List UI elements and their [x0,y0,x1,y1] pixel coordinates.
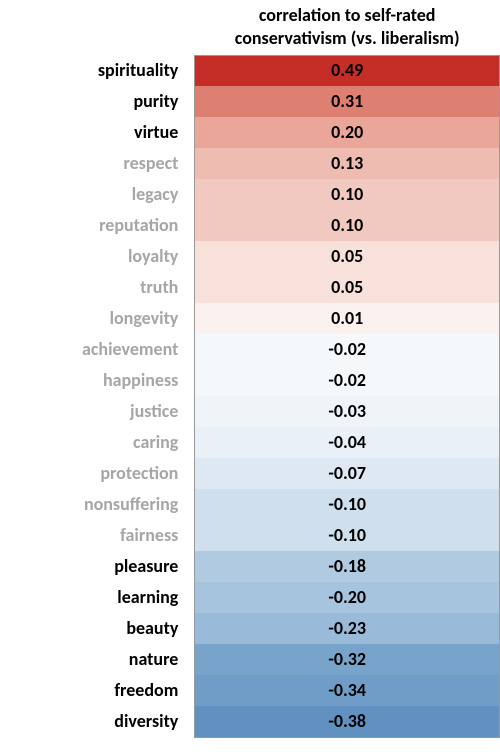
header-line1: correlation to self-rated [203,4,492,27]
header-empty-cell [0,0,195,55]
table-row: spirituality0.49 [0,55,500,86]
row-value: 0.49 [195,55,500,86]
row-value: -0.32 [195,644,500,675]
row-value: -0.02 [195,365,500,396]
row-value: -0.03 [195,396,500,427]
row-label: virtue [0,117,195,148]
table-row: diversity-0.38 [0,706,500,737]
row-value: -0.07 [195,458,500,489]
row-label: purity [0,86,195,117]
table-row: loyalty0.05 [0,241,500,272]
table-row: virtue0.20 [0,117,500,148]
row-value: 0.05 [195,241,500,272]
row-value: 0.10 [195,210,500,241]
table-row: learning-0.20 [0,582,500,613]
row-label: pleasure [0,551,195,582]
table-row: beauty-0.23 [0,613,500,644]
table-row: reputation0.10 [0,210,500,241]
row-label: truth [0,272,195,303]
row-label: respect [0,148,195,179]
header-title-cell: correlation to self-rated conservativism… [195,0,500,55]
row-label: legacy [0,179,195,210]
row-label: achievement [0,334,195,365]
row-value: 0.10 [195,179,500,210]
row-value: -0.18 [195,551,500,582]
table-row: nonsuffering-0.10 [0,489,500,520]
row-value: 0.13 [195,148,500,179]
row-value: 0.01 [195,303,500,334]
table-header-row: correlation to self-rated conservativism… [0,0,500,55]
row-value: -0.38 [195,706,500,737]
row-label: reputation [0,210,195,241]
row-label: diversity [0,706,195,737]
row-label: spirituality [0,55,195,86]
row-label: longevity [0,303,195,334]
row-label: happiness [0,365,195,396]
table-row: achievement-0.02 [0,334,500,365]
row-value: -0.02 [195,334,500,365]
row-label: justice [0,396,195,427]
table-row: pleasure-0.18 [0,551,500,582]
header-line2: conservativism (vs. liberalism) [203,27,492,50]
table-row: longevity0.01 [0,303,500,334]
table-row: caring-0.04 [0,427,500,458]
row-value: 0.20 [195,117,500,148]
table-row: nature-0.32 [0,644,500,675]
row-label: beauty [0,613,195,644]
table-row: purity0.31 [0,86,500,117]
correlation-table: correlation to self-rated conservativism… [0,0,500,738]
table-row: respect0.13 [0,148,500,179]
row-label: caring [0,427,195,458]
row-value: -0.20 [195,582,500,613]
table-row: protection-0.07 [0,458,500,489]
table-row: truth0.05 [0,272,500,303]
row-value: 0.31 [195,86,500,117]
table-row: happiness-0.02 [0,365,500,396]
table-row: freedom-0.34 [0,675,500,706]
row-value: -0.04 [195,427,500,458]
row-label: fairness [0,520,195,551]
row-label: nature [0,644,195,675]
row-label: freedom [0,675,195,706]
row-label: protection [0,458,195,489]
row-value: -0.10 [195,489,500,520]
row-value: -0.34 [195,675,500,706]
row-label: loyalty [0,241,195,272]
row-value: -0.10 [195,520,500,551]
row-label: nonsuffering [0,489,195,520]
row-label: learning [0,582,195,613]
table-row: legacy0.10 [0,179,500,210]
row-value: -0.23 [195,613,500,644]
row-value: 0.05 [195,272,500,303]
table-row: justice-0.03 [0,396,500,427]
table-row: fairness-0.10 [0,520,500,551]
